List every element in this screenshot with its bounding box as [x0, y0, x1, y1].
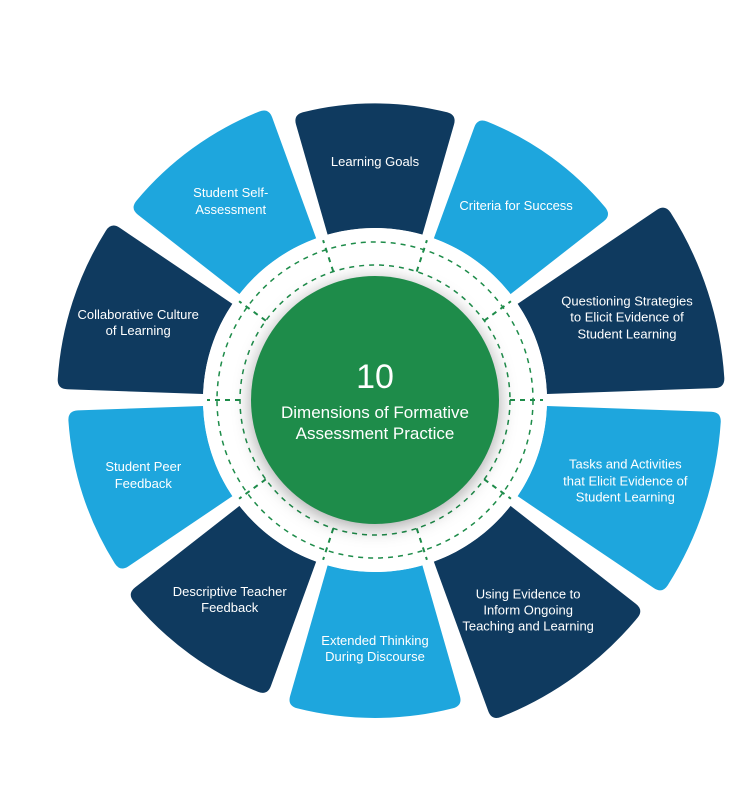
petal-label-5: Extended Thinking During Discourse — [312, 633, 438, 666]
petal-label-4: Using Evidence to Inform Ongoing Teachin… — [462, 586, 594, 635]
petal-label-7: Student Peer Feedback — [82, 459, 206, 492]
center-caption: Dimensions of Formative Assessment Pract… — [271, 402, 479, 445]
radial-diagram: 10 Dimensions of Formative Assessment Pr… — [0, 0, 750, 800]
petal-label-8: Collaborative Culture of Learning — [75, 307, 201, 340]
petal-label-0: Learning Goals — [315, 154, 436, 170]
center-text: 10 Dimensions of Formative Assessment Pr… — [271, 356, 479, 445]
petal-label-2: Questioning Strategies to Elicit Evidenc… — [560, 294, 694, 343]
petal-label-1: Criteria for Success — [455, 198, 577, 214]
petal-label-9: Student Self-Assessment — [169, 185, 293, 218]
petal-label-6: Descriptive Teacher Feedback — [167, 584, 292, 617]
petal-label-3: Tasks and Activities that Elicit Evidenc… — [559, 457, 692, 506]
center-number: 10 — [271, 356, 479, 399]
center-circle: 10 Dimensions of Formative Assessment Pr… — [251, 276, 499, 524]
